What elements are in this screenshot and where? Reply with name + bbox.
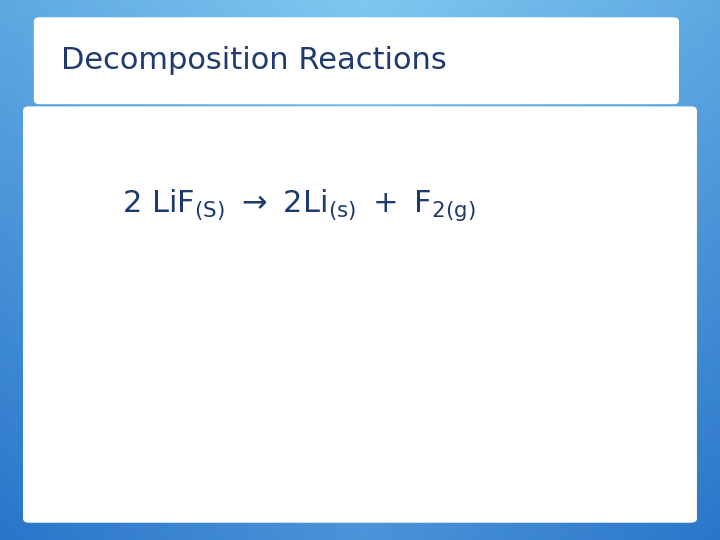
FancyBboxPatch shape xyxy=(23,106,697,523)
FancyBboxPatch shape xyxy=(34,17,679,104)
Text: $\mathregular{2\ LiF_{(S)}\ \rightarrow\ 2Li_{(s)}\ +\ F_{2(g)}}$: $\mathregular{2\ LiF_{(S)}\ \rightarrow\… xyxy=(122,187,476,223)
Text: Decomposition Reactions: Decomposition Reactions xyxy=(61,46,447,75)
